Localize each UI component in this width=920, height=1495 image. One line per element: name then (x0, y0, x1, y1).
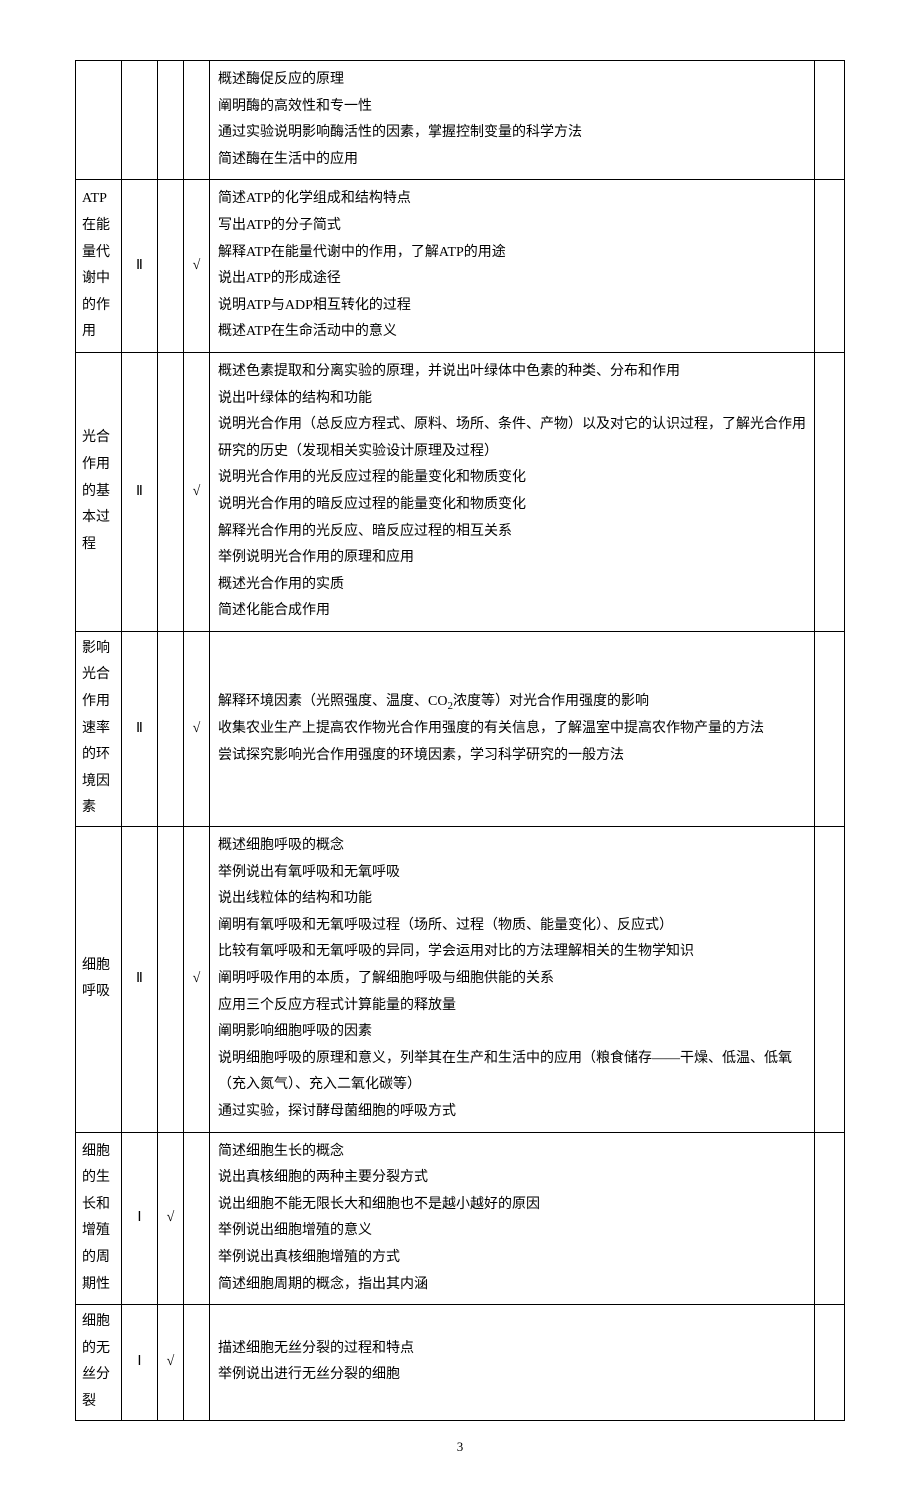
content-line: 概述色素提取和分离实验的原理，并说出叶绿体中色素的种类、分布和作用 (218, 359, 806, 386)
content-line: 简述细胞生长的概念 (218, 1139, 806, 1166)
content-cell: 简述细胞生长的概念说出真核细胞的两种主要分裂方式说出细胞不能无限长大和细胞也不是… (210, 1132, 815, 1305)
table-row: 细胞的无丝分裂Ⅰ√描述细胞无丝分裂的过程和特点举例说出进行无丝分裂的细胞 (76, 1305, 845, 1420)
blank-cell (815, 1305, 845, 1420)
blank-cell (815, 631, 845, 826)
content-line: 简述ATP的化学组成和结构特点 (218, 186, 806, 213)
topic-cell: 细胞的生长和增殖的周期性 (76, 1132, 122, 1305)
content-line: 阐明酶的高效性和专一性 (218, 94, 806, 121)
content-line: 阐明有氧呼吸和无氧呼吸过程（场所、过程（物质、能量变化）、反应式） (218, 913, 806, 940)
content-line: 应用三个反应方程式计算能量的释放量 (218, 993, 806, 1020)
content-line: 解释光合作用的光反应、暗反应过程的相互关系 (218, 519, 806, 546)
content-line: 说出真核细胞的两种主要分裂方式 (218, 1165, 806, 1192)
content-line: 说出叶绿体的结构和功能 (218, 386, 806, 413)
check-col-2 (184, 1132, 210, 1305)
check-col-2: √ (184, 827, 210, 1133)
content-line: 说出线粒体的结构和功能 (218, 886, 806, 913)
document-page: 概述酶促反应的原理阐明酶的高效性和专一性通过实验说明影响酶活性的因素，掌握控制变… (0, 0, 920, 1495)
content-cell: 解释环境因素（光照强度、温度、CO2浓度等）对光合作用强度的影响收集农业生产上提… (210, 631, 815, 826)
content-line: 描述细胞无丝分裂的过程和特点 (218, 1336, 806, 1363)
content-line: 说出ATP的形成途径 (218, 266, 806, 293)
check-col-2: √ (184, 631, 210, 826)
content-line: 举例说出有氧呼吸和无氧呼吸 (218, 860, 806, 887)
content-cell: 描述细胞无丝分裂的过程和特点举例说出进行无丝分裂的细胞 (210, 1305, 815, 1420)
level-cell: Ⅱ (122, 827, 158, 1133)
blank-cell (815, 61, 845, 180)
content-line: 简述化能合成作用 (218, 598, 806, 625)
content-line: 通过实验说明影响酶活性的因素，掌握控制变量的科学方法 (218, 120, 806, 147)
content-line: 说明光合作用（总反应方程式、原料、场所、条件、产物）以及对它的认识过程，了解光合… (218, 412, 806, 465)
content-line: 说明光合作用的暗反应过程的能量变化和物质变化 (218, 492, 806, 519)
check-col-1 (158, 827, 184, 1133)
content-line: 比较有氧呼吸和无氧呼吸的异同，学会运用对比的方法理解相关的生物学知识 (218, 939, 806, 966)
level-cell: Ⅱ (122, 631, 158, 826)
content-cell: 概述细胞呼吸的概念举例说出有氧呼吸和无氧呼吸说出线粒体的结构和功能阐明有氧呼吸和… (210, 827, 815, 1133)
table-row: 影响光合作用速率的环境因素Ⅱ√解释环境因素（光照强度、温度、CO2浓度等）对光合… (76, 631, 845, 826)
page-number: 3 (75, 1439, 845, 1455)
content-line: 概述细胞呼吸的概念 (218, 833, 806, 860)
content-line: 解释ATP在能量代谢中的作用，了解ATP的用途 (218, 240, 806, 267)
table-row: 概述酶促反应的原理阐明酶的高效性和专一性通过实验说明影响酶活性的因素，掌握控制变… (76, 61, 845, 180)
content-line: 收集农业生产上提高农作物光合作用强度的有关信息，了解温室中提高农作物产量的方法 (218, 716, 806, 743)
topic-cell: 细胞呼吸 (76, 827, 122, 1133)
content-line: 通过实验，探讨酵母菌细胞的呼吸方式 (218, 1099, 806, 1126)
content-cell: 简述ATP的化学组成和结构特点写出ATP的分子简式解释ATP在能量代谢中的作用，… (210, 180, 815, 353)
topic-cell: 影响光合作用速率的环境因素 (76, 631, 122, 826)
check-col-1: √ (158, 1132, 184, 1305)
content-line: 举例说出进行无丝分裂的细胞 (218, 1362, 806, 1389)
content-line: 举例说出细胞增殖的意义 (218, 1218, 806, 1245)
level-cell: Ⅰ (122, 1305, 158, 1420)
content-line: 概述光合作用的实质 (218, 572, 806, 599)
content-line: 解释环境因素（光照强度、温度、CO2浓度等）对光合作用强度的影响 (218, 689, 806, 717)
level-cell: Ⅰ (122, 1132, 158, 1305)
topic-cell (76, 61, 122, 180)
content-line: 尝试探究影响光合作用强度的环境因素，学习科学研究的一般方法 (218, 743, 806, 770)
table-row: 细胞呼吸Ⅱ√概述细胞呼吸的概念举例说出有氧呼吸和无氧呼吸说出线粒体的结构和功能阐… (76, 827, 845, 1133)
check-col-1 (158, 61, 184, 180)
content-line: 举例说明光合作用的原理和应用 (218, 545, 806, 572)
content-line: 概述酶促反应的原理 (218, 67, 806, 94)
topic-cell: ATP在能量代谢中的作用 (76, 180, 122, 353)
content-line: 简述细胞周期的概念，指出其内涵 (218, 1272, 806, 1299)
blank-cell (815, 352, 845, 631)
check-col-2 (184, 1305, 210, 1420)
level-cell: Ⅱ (122, 180, 158, 353)
content-line: 说明细胞呼吸的原理和意义，列举其在生产和生活中的应用（粮食储存——干燥、低温、低… (218, 1046, 806, 1099)
content-cell: 概述色素提取和分离实验的原理，并说出叶绿体中色素的种类、分布和作用说出叶绿体的结… (210, 352, 815, 631)
topic-cell: 光合作用的基本过程 (76, 352, 122, 631)
level-cell: Ⅱ (122, 352, 158, 631)
check-col-1 (158, 180, 184, 353)
content-line: 说明光合作用的光反应过程的能量变化和物质变化 (218, 465, 806, 492)
check-col-2 (184, 61, 210, 180)
content-line: 阐明影响细胞呼吸的因素 (218, 1019, 806, 1046)
content-line: 概述ATP在生命活动中的意义 (218, 319, 806, 346)
check-col-1: √ (158, 1305, 184, 1420)
table-row: 细胞的生长和增殖的周期性Ⅰ√简述细胞生长的概念说出真核细胞的两种主要分裂方式说出… (76, 1132, 845, 1305)
curriculum-table: 概述酶促反应的原理阐明酶的高效性和专一性通过实验说明影响酶活性的因素，掌握控制变… (75, 60, 845, 1421)
content-line: 写出ATP的分子简式 (218, 213, 806, 240)
blank-cell (815, 827, 845, 1133)
content-line: 简述酶在生活中的应用 (218, 147, 806, 174)
content-cell: 概述酶促反应的原理阐明酶的高效性和专一性通过实验说明影响酶活性的因素，掌握控制变… (210, 61, 815, 180)
content-line: 说明ATP与ADP相互转化的过程 (218, 293, 806, 320)
content-line: 阐明呼吸作用的本质，了解细胞呼吸与细胞供能的关系 (218, 966, 806, 993)
blank-cell (815, 1132, 845, 1305)
topic-cell: 细胞的无丝分裂 (76, 1305, 122, 1420)
level-cell (122, 61, 158, 180)
content-line: 说出细胞不能无限长大和细胞也不是越小越好的原因 (218, 1192, 806, 1219)
check-col-1 (158, 352, 184, 631)
check-col-2: √ (184, 352, 210, 631)
table-row: 光合作用的基本过程Ⅱ√概述色素提取和分离实验的原理，并说出叶绿体中色素的种类、分… (76, 352, 845, 631)
check-col-1 (158, 631, 184, 826)
blank-cell (815, 180, 845, 353)
check-col-2: √ (184, 180, 210, 353)
content-line: 举例说出真核细胞增殖的方式 (218, 1245, 806, 1272)
table-row: ATP在能量代谢中的作用Ⅱ√简述ATP的化学组成和结构特点写出ATP的分子简式解… (76, 180, 845, 353)
